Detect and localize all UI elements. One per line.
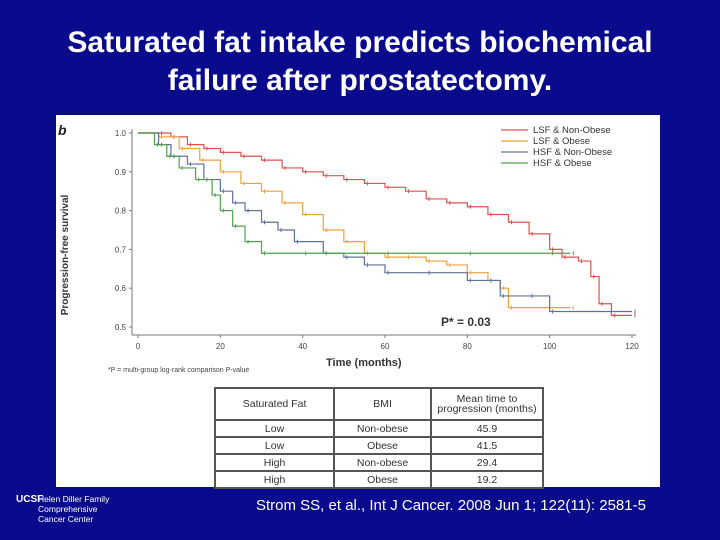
series-layer [138,131,636,318]
table-row: Low Non-obese 45.9 [213,419,544,438]
header-mean-time: Mean time to progression (months) [430,387,544,421]
series-line [138,132,571,309]
table-cell: Obese [333,436,432,455]
x-tick-label: 120 [625,342,639,351]
y-tick-label: 0.7 [115,245,127,254]
logo-line-2: Comprehensive [38,504,98,514]
x-tick-label: 0 [136,342,141,351]
header-bmi: BMI [333,387,432,421]
x-tick-label: 20 [216,342,225,351]
table-row: Low Obese 41.5 [213,436,544,455]
table-cell: High [213,453,336,472]
x-tick-label: 80 [463,342,472,351]
logo-line-3: Cancer Center [38,514,94,524]
table-row: High Obese 19.2 [213,470,544,489]
legend-entry: HSF & Obese [533,158,592,169]
series-0 [138,131,636,318]
footnote: *P = multi-group log-rank comparison P-v… [108,367,249,374]
table-header-row: Saturated Fat BMI Mean time to progressi… [213,387,544,421]
x-tick-label: 100 [543,342,557,351]
series-line [138,132,632,316]
series-3 [138,132,574,256]
x-axis-label: Time (months) [326,357,402,369]
series-2 [138,132,636,314]
table-row: High Non-obese 29.4 [213,453,544,472]
table-cell: 29.4 [430,453,544,472]
legend-entry: LSF & Obese [533,136,590,147]
y-tick-label: 0.9 [115,168,127,177]
table-cell: 41.5 [430,436,544,455]
mean-progression-table: Saturated Fat BMI Mean time to progressi… [213,387,544,489]
title-line-1: Saturated fat intake predicts biochemica… [67,26,653,59]
series-line [138,132,571,254]
table-cell: Non-obese [333,453,432,472]
y-axis-label: Progression-free survival [60,194,71,315]
axes: 0.5 0.6 0.7 0.8 0.9 1.0 0 20 40 60 80 100 120 [115,129,639,351]
table-cell: Non-obese [333,419,432,438]
y-tick-label: 0.8 [115,207,127,216]
x-tick-label: 40 [298,342,307,351]
mean-progression-table-wrap: Saturated Fat BMI Mean time to progressi… [213,387,544,489]
table-cell: Low [213,436,336,455]
p-value-annotation: P* = 0.03 [441,315,491,329]
table-cell: High [213,470,336,489]
legend-entry: LSF & Non-Obese [533,125,611,136]
y-tick-label: 0.6 [115,284,127,293]
x-tick-label: 60 [381,342,390,351]
legend-entry: HSF & Non-Obese [533,147,612,158]
logo-mark: UCSF [16,494,44,505]
title-line-2: failure after prostatectomy. [167,64,553,97]
y-tick-label: 0.5 [115,323,127,332]
header-saturated-fat: Saturated Fat [213,387,336,421]
logo-line-1: Helen Diller Family [38,494,110,504]
panel-b-label: b [58,122,67,138]
slide-title: Saturated fat intake predicts biochemica… [20,24,700,100]
series-1 [138,132,574,310]
y-tick-label: 1.0 [115,129,127,138]
table-cell: 45.9 [430,419,544,438]
table-cell: Low [213,419,336,438]
citation: Strom SS, et al., Int J Cancer. 2008 Jun… [256,497,646,514]
table-cell: 19.2 [430,470,544,489]
table-cell: Obese [333,470,432,489]
series-line [138,132,632,313]
